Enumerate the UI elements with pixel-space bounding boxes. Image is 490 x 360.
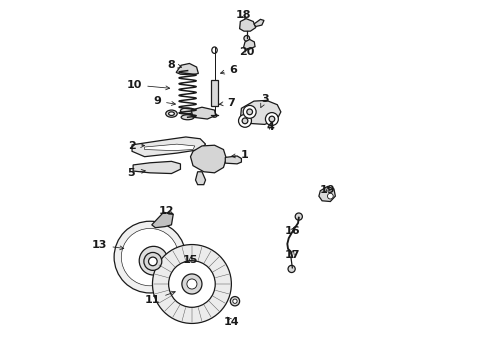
Ellipse shape [212, 47, 217, 53]
Circle shape [244, 36, 250, 41]
Circle shape [266, 113, 278, 126]
Text: 6: 6 [220, 64, 238, 75]
Circle shape [187, 279, 197, 289]
Circle shape [269, 116, 275, 122]
Polygon shape [152, 212, 173, 228]
Circle shape [242, 118, 248, 124]
Circle shape [144, 252, 162, 270]
Ellipse shape [169, 112, 174, 116]
Ellipse shape [166, 110, 177, 117]
Text: 16: 16 [285, 226, 300, 236]
Polygon shape [133, 161, 180, 174]
Ellipse shape [212, 114, 217, 117]
Ellipse shape [180, 108, 195, 114]
Polygon shape [244, 40, 255, 49]
Circle shape [295, 213, 302, 220]
Bar [211, 80, 218, 107]
Text: 9: 9 [153, 96, 175, 106]
Circle shape [243, 105, 256, 118]
Circle shape [148, 257, 157, 266]
Circle shape [327, 193, 333, 199]
Text: 2: 2 [128, 140, 145, 150]
Polygon shape [254, 19, 264, 27]
Text: 20: 20 [240, 46, 255, 57]
Polygon shape [319, 186, 335, 202]
Polygon shape [145, 144, 195, 150]
Circle shape [288, 265, 295, 273]
Text: 10: 10 [127, 80, 170, 90]
Ellipse shape [181, 115, 194, 120]
Circle shape [139, 246, 168, 275]
Circle shape [247, 109, 252, 115]
Circle shape [169, 261, 215, 307]
Text: 4: 4 [267, 122, 275, 132]
Text: 1: 1 [231, 150, 249, 160]
Text: 7: 7 [219, 98, 235, 108]
Polygon shape [196, 172, 205, 185]
Text: 11: 11 [145, 291, 175, 305]
Circle shape [233, 299, 237, 303]
Text: 8: 8 [168, 59, 182, 69]
Text: 14: 14 [223, 317, 239, 327]
Polygon shape [191, 107, 216, 119]
Polygon shape [241, 100, 281, 125]
Circle shape [182, 274, 202, 294]
Polygon shape [176, 63, 198, 75]
Text: 3: 3 [261, 94, 269, 108]
Text: 19: 19 [319, 185, 335, 195]
Text: 5: 5 [127, 168, 146, 178]
Text: 13: 13 [92, 240, 124, 250]
Circle shape [114, 221, 186, 293]
Polygon shape [132, 137, 205, 157]
Polygon shape [225, 156, 242, 164]
Circle shape [230, 297, 240, 306]
Text: 15: 15 [183, 255, 198, 265]
Polygon shape [191, 145, 226, 173]
Circle shape [239, 114, 251, 127]
Circle shape [122, 228, 179, 286]
Text: 17: 17 [285, 249, 300, 260]
Polygon shape [240, 19, 256, 31]
Text: 18: 18 [236, 10, 251, 20]
Text: 12: 12 [159, 206, 174, 216]
Circle shape [152, 244, 231, 323]
